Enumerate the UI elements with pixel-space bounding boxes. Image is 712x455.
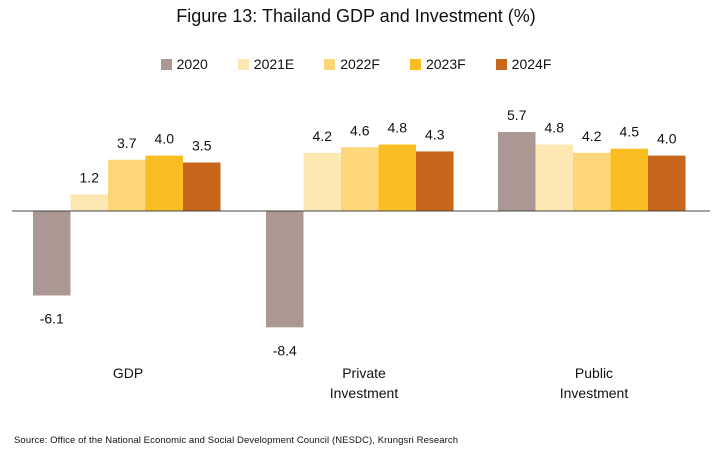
category-label: Private [342,365,386,381]
legend-item-2021e: 2021E [237,56,295,72]
bar-2020-0 [33,211,71,296]
bar-2023f-2 [610,148,648,211]
data-label: 4.8 [545,120,565,136]
bar-2022f-1 [341,147,379,211]
category-label: Investment [330,385,399,401]
bar-2021e-0 [70,194,108,211]
legend-label: 2021E [253,56,295,72]
legend-swatch [495,58,507,70]
legend-swatch [324,58,336,70]
bar-2021e-2 [535,144,573,211]
bar-2023f-1 [378,144,416,211]
legend-item-2023f: 2023F [409,56,466,72]
legend-label: 2023F [425,56,466,72]
legend-label: 2024F [511,56,552,72]
data-label: -8.4 [273,342,297,358]
legend-label: 2020 [176,56,208,72]
bar-2024f-0 [183,162,221,211]
data-label: 4.2 [313,128,333,144]
data-label: 1.2 [80,169,100,185]
bar-2021e-1 [303,152,341,211]
bar-2024f-1 [416,151,454,211]
legend-swatch [160,58,172,70]
data-label: 3.7 [117,135,137,151]
chart-title: Figure 13: Thailand GDP and Investment (… [176,6,536,26]
legend-item-2022f: 2022F [324,56,380,72]
category-label: Investment [560,385,629,401]
data-label: 4.2 [582,128,602,144]
bar-2022f-0 [108,159,146,211]
legend: 2020 2021E 2022F 2023F 2024F [0,56,712,72]
legend-swatch [237,58,249,70]
data-label: 4.0 [657,131,677,147]
bar-2023f-0 [145,155,183,211]
data-label: 4.3 [425,126,445,142]
legend-label: 2022F [340,56,380,72]
legend-item-2020: 2020 [160,56,208,72]
bar-2020-1 [266,211,304,328]
data-label: 4.6 [350,122,370,138]
bar-2020-2 [498,132,536,211]
data-label: -6.1 [40,310,64,326]
data-label: 4.8 [388,120,408,136]
legend-swatch [409,58,421,70]
bar-2022f-2 [573,152,611,211]
category-label: GDP [113,365,143,381]
category-label: Public [575,365,613,381]
bar-2024f-2 [648,155,686,211]
data-label: 3.5 [192,138,212,154]
bar-chart: -6.1 1.2 3.7 4.0 3.5 GDP -8.4 4.2 4.6 4.8 4.3 Priva… [12,107,710,401]
data-label: 4.0 [155,131,175,147]
legend-item-2024f: 2024F [495,56,552,72]
data-label: 5.7 [507,107,527,123]
source-note: Source: Office of the National Economic … [14,435,459,446]
data-label: 4.5 [620,124,640,140]
